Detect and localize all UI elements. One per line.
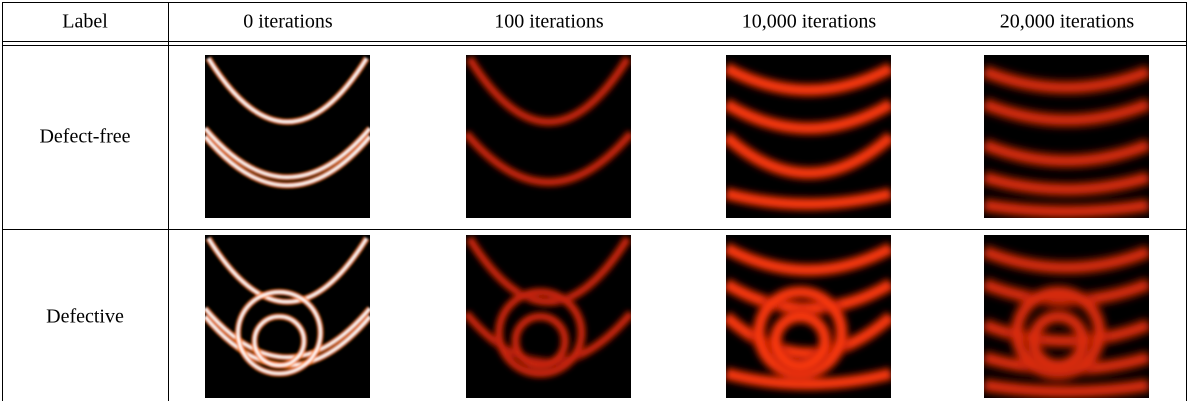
row-label: Defect-free <box>39 126 130 149</box>
field-image <box>726 235 891 398</box>
row-label: Defective <box>46 306 124 329</box>
field-image <box>726 55 891 218</box>
column-header: 0 iterations <box>243 11 332 34</box>
rule <box>168 2 169 401</box>
field-image <box>205 55 370 218</box>
field-image <box>984 55 1149 218</box>
rule <box>2 45 1186 46</box>
field-image <box>984 235 1149 398</box>
column-header: 100 iterations <box>494 11 603 34</box>
field-image <box>466 235 631 398</box>
column-header: 10,000 iterations <box>742 11 876 34</box>
column-header: 20,000 iterations <box>1000 11 1134 34</box>
rule <box>1186 2 1187 401</box>
rule <box>2 229 1186 230</box>
rule <box>2 2 3 401</box>
rule <box>2 2 1186 3</box>
rule <box>2 41 1186 42</box>
field-image <box>466 55 631 218</box>
column-header: Label <box>62 11 108 34</box>
field-image <box>205 235 370 398</box>
page: (() => { const data = JSON.parse(documen… <box>0 0 1188 401</box>
